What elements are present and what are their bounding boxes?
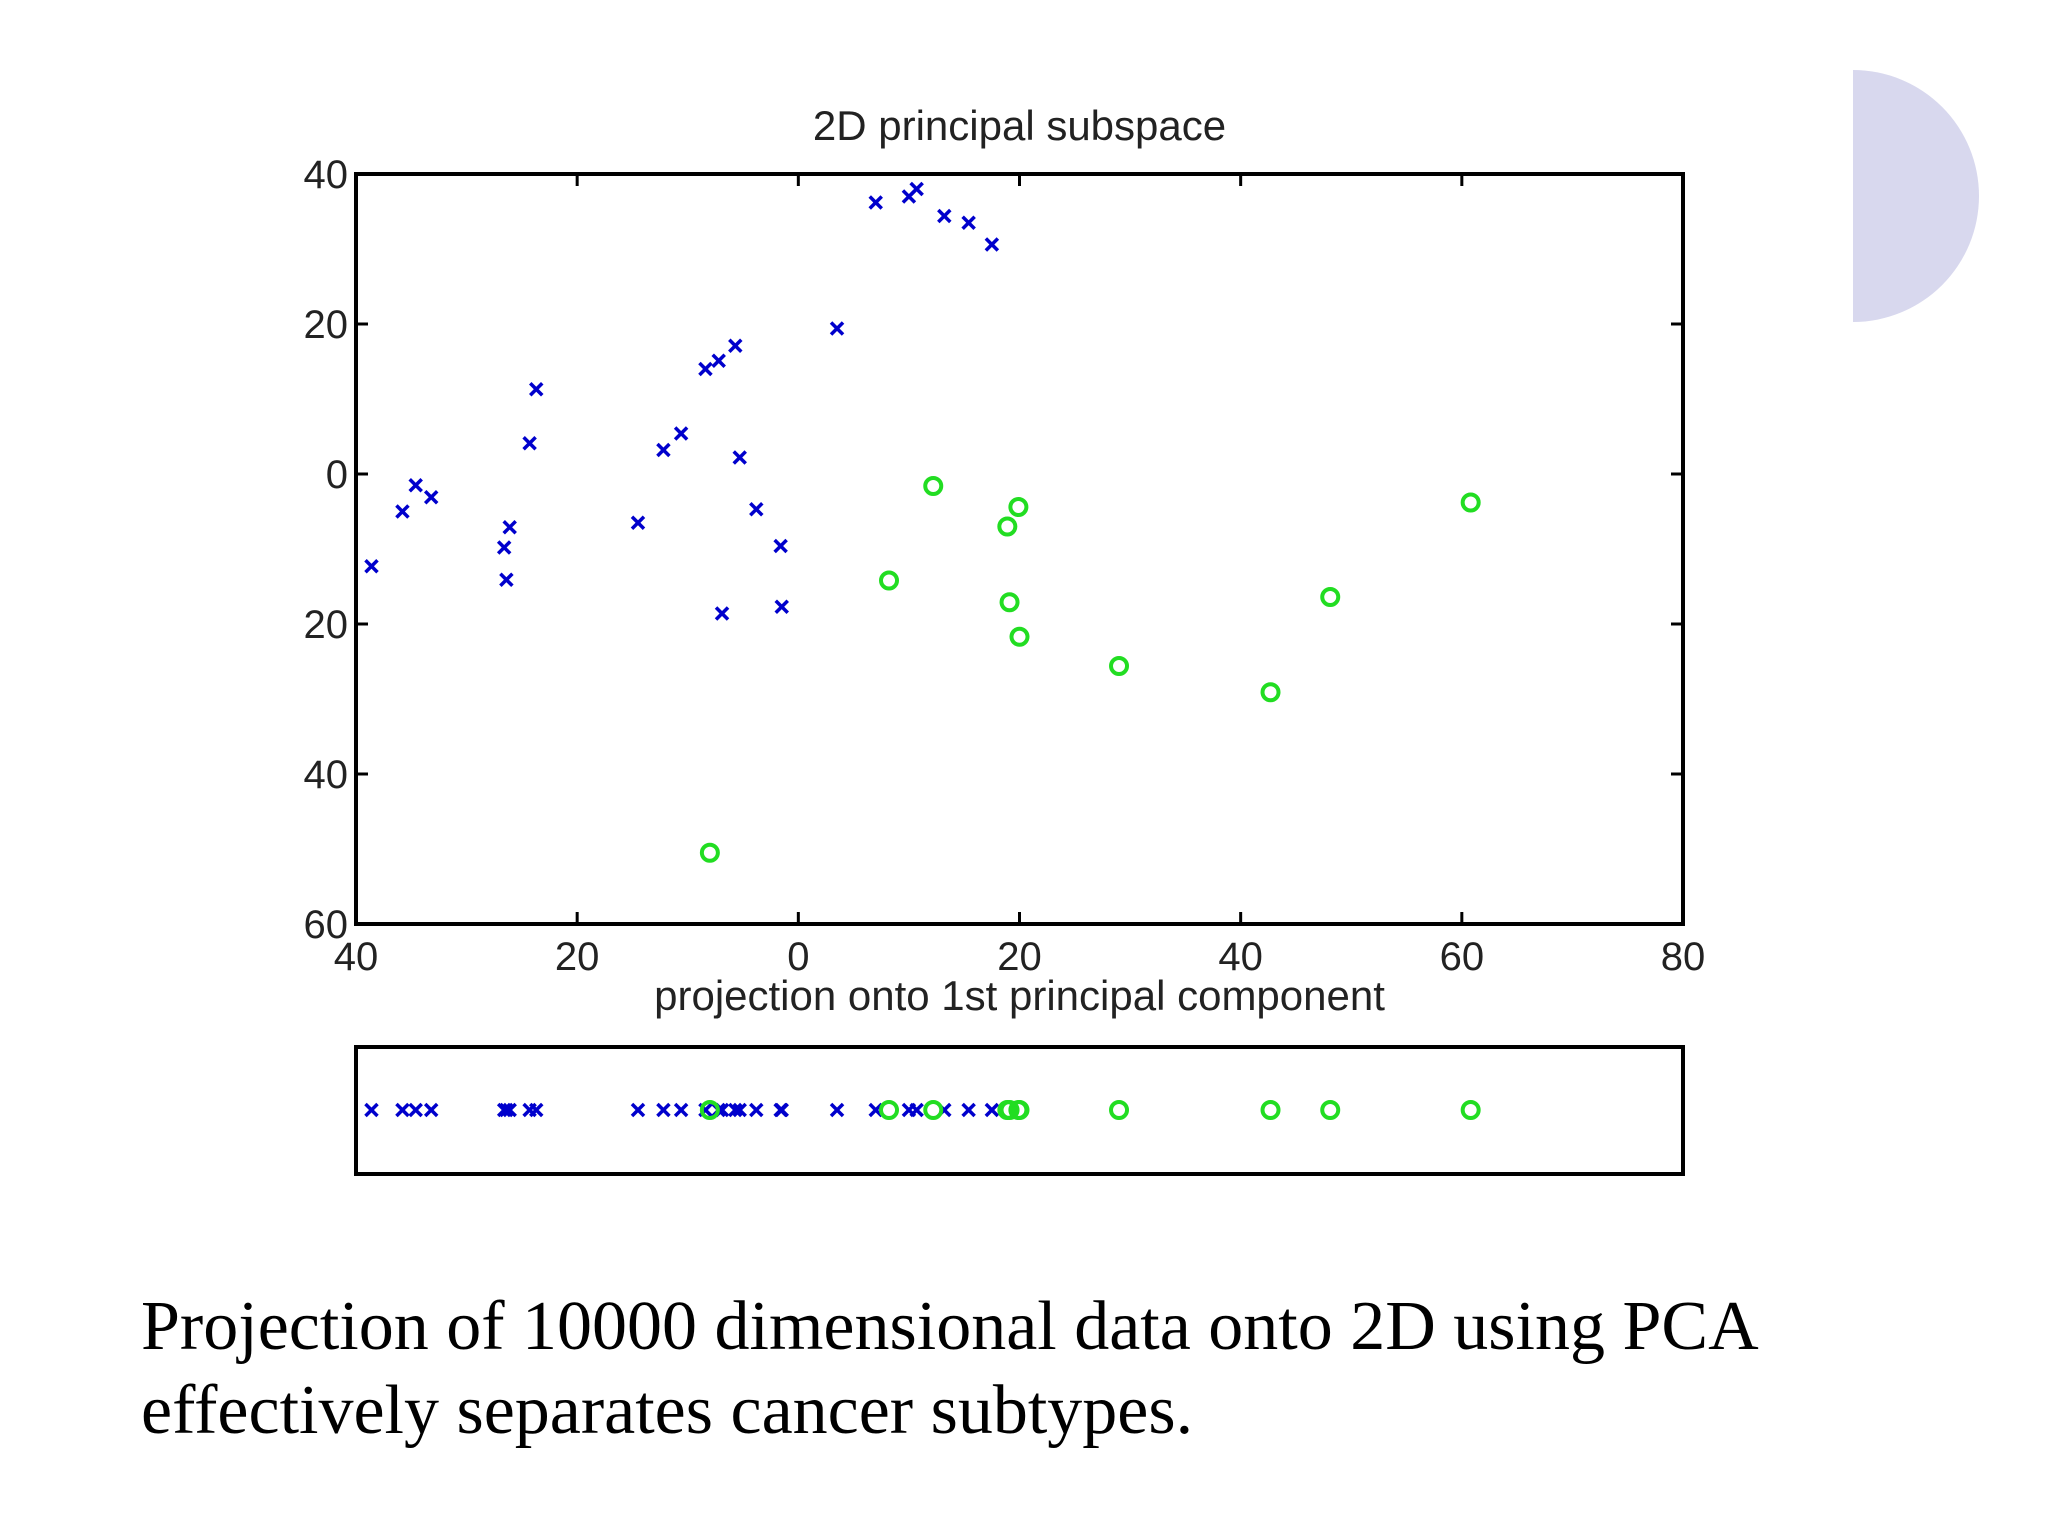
cross-point bbox=[711, 353, 726, 368]
strip-cross-point bbox=[656, 1102, 671, 1118]
strip-cross-point bbox=[395, 1102, 410, 1118]
circle-point bbox=[1009, 626, 1030, 647]
strip-cross-point bbox=[868, 1102, 883, 1118]
strip-circle-point bbox=[1009, 1100, 1030, 1120]
circle-point bbox=[997, 516, 1018, 537]
cross-point bbox=[423, 490, 439, 505]
cross-point bbox=[774, 599, 789, 614]
half-circle-accent-icon bbox=[1853, 70, 1979, 322]
x-tick-label: 60 bbox=[1440, 935, 1485, 979]
cross-point bbox=[773, 538, 788, 554]
x-tick-label: 0 bbox=[787, 935, 809, 979]
x-tick-label: 80 bbox=[1661, 935, 1706, 979]
circle-point bbox=[923, 476, 944, 496]
circle-point bbox=[1320, 587, 1341, 607]
strip-circle-point bbox=[1260, 1100, 1281, 1120]
cross-point bbox=[502, 520, 517, 535]
chart-title: 2D principal subspace bbox=[813, 102, 1226, 149]
strip-circle-point bbox=[1109, 1100, 1130, 1120]
cross-point bbox=[522, 436, 537, 451]
cross-point bbox=[698, 361, 713, 377]
cross-point bbox=[499, 572, 514, 587]
cross-point bbox=[364, 559, 379, 574]
caption-line-2: effectively separates cancer subtypes. bbox=[141, 1372, 1194, 1449]
strip-cross-point bbox=[749, 1102, 764, 1118]
strip-circle-point bbox=[879, 1100, 900, 1120]
strip-cross-point bbox=[829, 1102, 845, 1118]
strip-cross-point bbox=[909, 1102, 924, 1118]
circle-point bbox=[1260, 682, 1281, 703]
cross-point bbox=[395, 504, 410, 519]
circle-point bbox=[999, 592, 1020, 613]
strip-cross-point bbox=[774, 1102, 789, 1118]
x-tick-label: 20 bbox=[555, 935, 600, 979]
cross-point bbox=[529, 382, 544, 397]
cross-point bbox=[714, 606, 730, 621]
y-tick-label: 0 bbox=[326, 453, 348, 497]
strip-cross-point bbox=[732, 1102, 747, 1118]
caption-line-1: Projection of 10000 dimensional data ont… bbox=[141, 1288, 1759, 1365]
circle-point bbox=[1460, 492, 1481, 513]
strip-cross-point bbox=[984, 1102, 1000, 1118]
x-tick-label: 40 bbox=[334, 935, 379, 979]
cross-point bbox=[909, 181, 924, 197]
circle-point bbox=[1109, 656, 1130, 676]
cross-point bbox=[673, 426, 689, 441]
strip-cross-point bbox=[529, 1102, 544, 1118]
cross-point bbox=[868, 195, 883, 210]
circle-point bbox=[1008, 497, 1029, 517]
cross-point bbox=[656, 442, 671, 458]
cross-point bbox=[829, 321, 845, 336]
cross-point bbox=[984, 237, 1000, 252]
cross-point bbox=[408, 478, 423, 493]
strip-cross-point bbox=[499, 1102, 514, 1118]
strip-cross-point bbox=[364, 1102, 379, 1118]
y-tick-label: 60 bbox=[304, 903, 349, 947]
x-tick-label: 40 bbox=[1218, 935, 1263, 979]
cross-point bbox=[961, 215, 976, 230]
x-tick-label: 20 bbox=[997, 935, 1042, 979]
strip-chart-marks bbox=[364, 1100, 1481, 1120]
main-chart-marks bbox=[364, 181, 1481, 863]
strip-circle-point bbox=[999, 1100, 1020, 1120]
cross-point bbox=[937, 208, 952, 224]
strip-cross-point bbox=[408, 1102, 423, 1118]
circle-point bbox=[879, 570, 900, 591]
y-tick-label: 40 bbox=[304, 753, 349, 797]
circle-point bbox=[699, 842, 720, 863]
cross-point bbox=[496, 540, 512, 555]
y-tick-label: 20 bbox=[304, 303, 349, 347]
strip-cross-point bbox=[961, 1102, 976, 1118]
slide-caption: Projection of 10000 dimensional data ont… bbox=[141, 1285, 1941, 1453]
y-tick-label: 20 bbox=[304, 603, 349, 647]
cross-point bbox=[749, 502, 764, 517]
strip-cross-point bbox=[502, 1102, 517, 1118]
x-axis-label: projection onto 1st principal component bbox=[654, 972, 1385, 1019]
strip-cross-point bbox=[423, 1102, 439, 1118]
cross-point bbox=[630, 515, 646, 530]
strip-circle-point bbox=[1320, 1100, 1341, 1120]
cross-point bbox=[728, 338, 743, 353]
strip-plot-frame bbox=[354, 1045, 1685, 1176]
strip-cross-point bbox=[728, 1102, 743, 1118]
strip-circle-point bbox=[699, 1100, 720, 1120]
strip-circle-point bbox=[923, 1100, 944, 1120]
strip-circle-point bbox=[1460, 1100, 1481, 1120]
y-tick-label: 40 bbox=[304, 153, 349, 197]
strip-cross-point bbox=[630, 1102, 646, 1118]
cross-point bbox=[732, 450, 747, 465]
strip-cross-point bbox=[673, 1102, 689, 1118]
